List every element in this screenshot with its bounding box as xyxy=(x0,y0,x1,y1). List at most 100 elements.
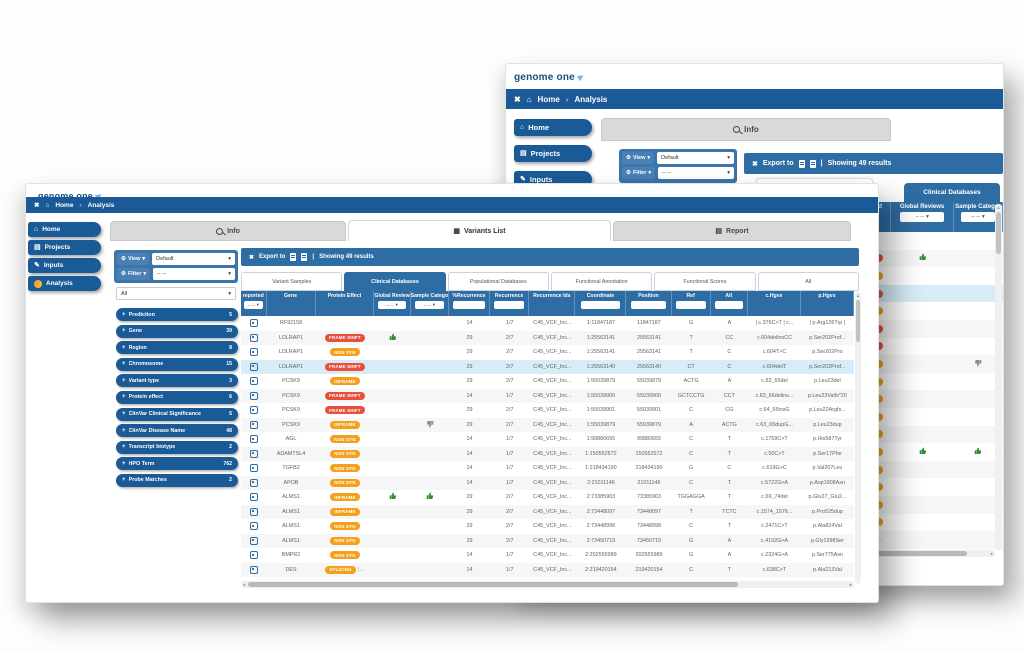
filter-select[interactable]: -- -- ▾ xyxy=(153,268,235,280)
breadcrumb-home[interactable]: Home xyxy=(55,201,74,209)
sidebar-item-projects[interactable]: ▤ Projects xyxy=(28,240,101,255)
scroll-right-icon[interactable]: ► xyxy=(990,551,994,556)
table-row[interactable]: AGL NON SYN 14 1/7 C45_VCF_Inc... 1:99880655 9… xyxy=(241,432,854,447)
vertical-scrollbar[interactable]: ▲ xyxy=(995,204,1002,550)
view-button[interactable]: ⚙ View ▾ xyxy=(117,253,150,265)
reported-icon[interactable] xyxy=(249,406,258,415)
reported-icon[interactable] xyxy=(249,493,258,502)
table-row[interactable]: RF92158 14 1/7 C45_VCF_Inc... 1:11847187 1184… xyxy=(241,316,854,331)
export-pdf-icon[interactable] xyxy=(809,159,816,168)
filter-accordion-region[interactable]: + Region 8 xyxy=(116,341,238,355)
column-filter-input[interactable] xyxy=(494,301,525,309)
column-filter-select[interactable]: -- -- ▾ xyxy=(243,301,263,309)
column-filter-input[interactable] xyxy=(453,301,485,309)
reported-icon[interactable] xyxy=(249,319,258,328)
column-filter-select[interactable]: -- -- ▾ xyxy=(961,212,995,222)
table-tab-clinical-databases[interactable]: Clinical Databases xyxy=(344,272,446,291)
reported-icon[interactable] xyxy=(249,449,258,458)
table-row[interactable]: APOB NON SYN 14 1/7 C45_VCF_Inc... 2:21011146… xyxy=(241,475,854,490)
reported-icon[interactable] xyxy=(249,536,258,545)
filter-accordion-gene[interactable]: + Gene 39 xyxy=(116,324,238,338)
tab-info[interactable]: Info xyxy=(601,118,891,141)
tab-report[interactable]: ▤ Report xyxy=(613,221,851,241)
sidebar-item-analysis[interactable]: Analysis xyxy=(28,276,101,291)
scroll-up-icon[interactable]: ▲ xyxy=(996,205,1001,210)
menu-close-icon[interactable]: ✖ xyxy=(34,202,40,209)
reported-icon[interactable] xyxy=(249,551,258,560)
filter-accordion-probe-matches[interactable]: + Probe Matches 2 xyxy=(116,473,238,487)
reported-icon[interactable] xyxy=(249,377,258,386)
all-select[interactable]: All ▾ xyxy=(116,287,236,300)
home-icon[interactable]: ⌂ xyxy=(45,201,50,209)
reported-icon[interactable] xyxy=(249,435,258,444)
table-row[interactable]: ALMS1 NON SYN 29 2/7 C45_VCF_Inc... 2:7344899… xyxy=(241,519,854,534)
table-row[interactable]: LDLRAP1 FRAME SHIFT 29 2/7 C45_VCF_Inc... 1:2… xyxy=(241,359,854,374)
scroll-right-icon[interactable]: ► xyxy=(849,582,853,587)
column-filter-select[interactable]: -- -- ▾ xyxy=(414,301,444,309)
reported-icon[interactable] xyxy=(249,362,258,371)
tab-info[interactable]: Info xyxy=(110,221,346,241)
filter-accordion-protein-effect[interactable]: + Protein effect 6 xyxy=(116,390,238,404)
column-filter-select[interactable]: -- -- ▾ xyxy=(378,301,406,309)
filter-accordion-variant-type[interactable]: + Variant type 3 xyxy=(116,374,238,388)
sidebar-item-home[interactable]: ⌂ Home xyxy=(514,119,592,136)
filter-accordion-clinvar-clinical-significance[interactable]: + ClinVar Clinical Significance 5 xyxy=(116,407,238,421)
view-select[interactable]: Default ▾ xyxy=(152,253,235,265)
table-tab-functional-annotation[interactable]: Functional Annotation xyxy=(550,272,653,291)
table-row[interactable]: ALMS1 INFRAME 29 2/7 C45_VCF_Inc... 2:7338590… xyxy=(241,490,854,505)
table-row[interactable]: ALMS1 NON SYN 29 2/7 C45_VCF_Inc... 2:7345071… xyxy=(241,533,854,548)
table-tab-functional-scores[interactable]: Functional Scores xyxy=(654,272,756,291)
table-row[interactable]: DES SPLICING | ... 14 1/7 C45_VCF_Inc... 2:219… xyxy=(241,562,854,577)
filter-button[interactable]: ⚙ Filter ▾ xyxy=(622,167,656,179)
sidebar-item-inputs[interactable]: ✎ Inputs xyxy=(28,258,101,273)
column-filter-input[interactable] xyxy=(631,301,666,309)
export-pdf-icon[interactable] xyxy=(301,253,308,261)
table-row[interactable]: PCSK9 FRAME SHIFT 14 1/7 C45_VCF_Inc... 1:550… xyxy=(241,388,854,403)
tab-variants-list[interactable]: ▦ Variants List xyxy=(348,220,611,241)
table-tab-variant-samples[interactable]: Variant Samples xyxy=(241,272,343,291)
table-row[interactable]: TGFB2 NON SYN 14 1/7 C45_VCF_Inc... 1:2184341… xyxy=(241,461,854,476)
vertical-scrollbar[interactable]: ▲ xyxy=(855,292,861,584)
export-doc-icon[interactable] xyxy=(798,159,805,168)
sidebar-item-home[interactable]: ⌂ Home xyxy=(28,222,101,237)
horizontal-scrollbar[interactable]: ◄ ► xyxy=(241,581,854,588)
reported-icon[interactable] xyxy=(249,565,258,574)
reported-icon[interactable] xyxy=(249,464,258,473)
home-icon[interactable]: ⌂ xyxy=(526,94,532,104)
reported-icon[interactable] xyxy=(249,522,258,531)
tab-clinical-databases[interactable]: Clinical Databases xyxy=(904,183,1000,202)
close-icon[interactable]: ✖ xyxy=(249,254,255,261)
filter-accordion-prediction[interactable]: + Prediction 5 xyxy=(116,308,238,321)
reported-icon[interactable] xyxy=(249,478,258,487)
reported-icon[interactable] xyxy=(249,507,258,516)
export-doc-icon[interactable] xyxy=(290,253,297,261)
filter-accordion-chromosome[interactable]: + Chromosome 15 xyxy=(116,357,238,371)
table-tab-populational-databases[interactable]: Populational Databases xyxy=(447,272,549,291)
close-icon[interactable]: ✖ xyxy=(752,160,758,168)
view-select[interactable]: Default ▾ xyxy=(657,152,734,164)
column-filter-select[interactable]: -- -- ▾ xyxy=(900,212,944,222)
reported-icon[interactable] xyxy=(249,420,258,429)
column-filter-input[interactable] xyxy=(714,301,743,309)
column-filter-input[interactable] xyxy=(580,301,620,309)
breadcrumb-home[interactable]: Home xyxy=(537,94,560,104)
table-row[interactable]: PCSK9 INFRAME 29 2/7 C45_VCF_Inc... 1:5503987… xyxy=(241,374,854,389)
table-row[interactable]: LDLRAP1 NON SYN 29 2/7 C45_VCF_Inc... 1:25563… xyxy=(241,345,854,360)
table-row[interactable]: LDLRAP1 FRAME SHIFT 29 2/7 C45_VCF_Inc... 1:2… xyxy=(241,330,854,345)
view-button[interactable]: ⚙ View ▾ xyxy=(622,152,655,164)
sidebar-item-projects[interactable]: ▤ Projects xyxy=(514,145,592,162)
table-row[interactable]: PCSK9 FRAME SHIFT 29 2/7 C45_VCF_Inc... 1:550… xyxy=(241,403,854,418)
table-tab-all[interactable]: All xyxy=(757,272,859,291)
filter-button[interactable]: ⚙ Filter ▾ xyxy=(117,268,151,280)
table-row[interactable]: ADAMTSL4 NON SYN 14 1/7 C45_VCF_Inc... 1:1505… xyxy=(241,446,854,461)
column-filter-input[interactable] xyxy=(675,301,706,309)
table-row[interactable]: BMPR2 NON SYN 14 1/7 C45_VCF_Inc... 2:2025559… xyxy=(241,548,854,563)
filter-accordion-transcript-biotype[interactable]: + Transcript biotype 2 xyxy=(116,440,238,454)
reported-icon[interactable] xyxy=(249,391,258,400)
reported-icon[interactable] xyxy=(249,348,258,357)
filter-accordion-hpo-term[interactable]: + HPO Term 762 xyxy=(116,457,238,471)
menu-close-icon[interactable]: ✖ xyxy=(514,94,521,104)
table-row[interactable]: PCSK9 INFRAME 29 2/7 C45_VCF_Inc... 1:5503987… xyxy=(241,417,854,432)
scroll-up-icon[interactable]: ▲ xyxy=(856,293,860,298)
reported-icon[interactable] xyxy=(249,333,258,342)
